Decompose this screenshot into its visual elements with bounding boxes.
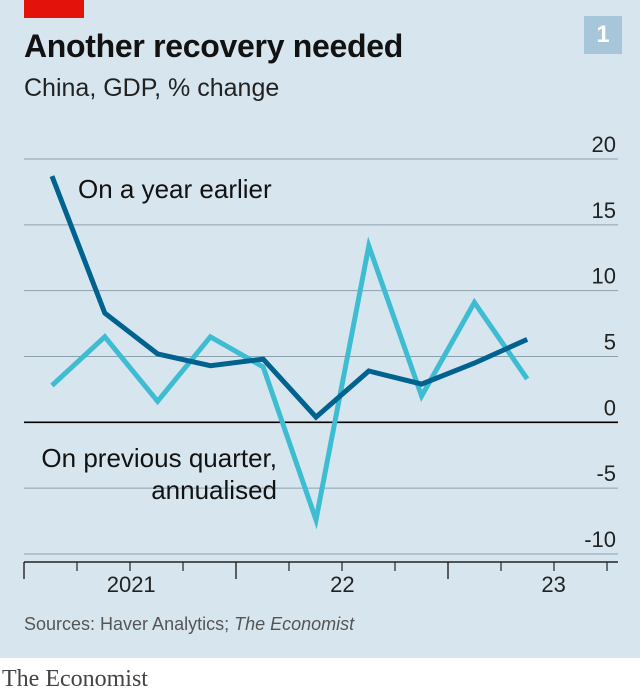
x-tick-label: 23 (541, 572, 565, 597)
y-tick-label: 15 (592, 198, 616, 223)
series-label-previous-quarter-line2: annualised (151, 475, 277, 505)
gridlines (23, 158, 618, 579)
y-tick-label: 10 (592, 264, 616, 289)
series-line-previous-quarter (50, 236, 530, 530)
chart-subtitle: China, GDP, % change (24, 74, 280, 102)
source-text: Sources: Haver Analytics; (24, 614, 235, 634)
chart-number-badge: 1 (584, 16, 622, 54)
series-line-year-earlier (49, 175, 529, 421)
axis-labels: 20 15 10 5 0 -5 -10 2021 22 23 (107, 132, 616, 597)
y-tick-label: 5 (604, 330, 616, 355)
y-tick-label: -5 (596, 461, 616, 486)
series-lines (49, 175, 530, 530)
y-tick-label: 0 (604, 395, 616, 420)
source-italic: The Economist (234, 614, 355, 634)
x-tick-label: 22 (330, 572, 354, 597)
economist-brand: The Economist (2, 666, 148, 692)
series-labels: On a year earlier On previous quarter,ann… (41, 174, 277, 505)
series-label-previous-quarter-line1: On previous quarter, (41, 443, 277, 473)
y-tick-label: 20 (592, 132, 616, 157)
source-note: Sources: Haver Analytics; The Economist (24, 614, 354, 635)
brand-red-tag (24, 0, 84, 18)
chart-panel (0, 0, 640, 658)
y-tick-label: -10 (584, 527, 616, 552)
chart-title: Another recovery needed (24, 28, 404, 64)
x-tick-label: 2021 (107, 572, 156, 597)
series-label-year-earlier: On a year earlier (78, 174, 272, 204)
